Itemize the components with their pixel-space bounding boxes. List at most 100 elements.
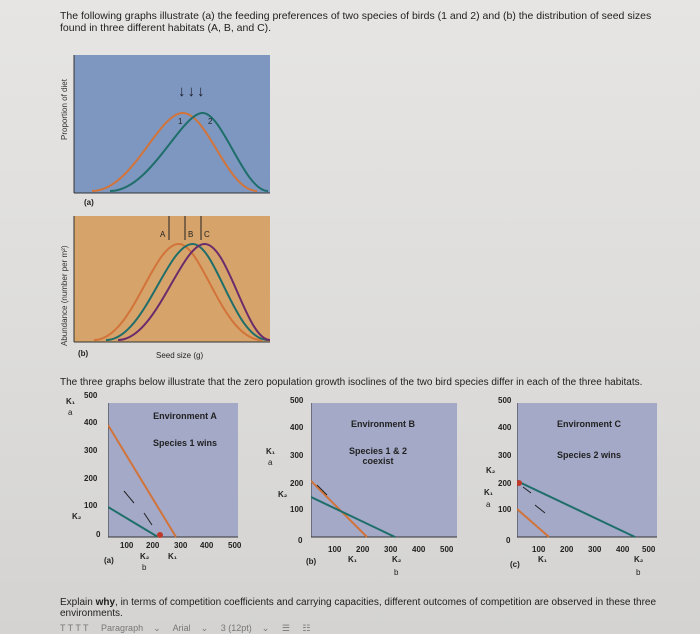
intro-text: The following graphs illustrate (a) the …	[60, 10, 652, 34]
diet-graph-bg	[74, 55, 270, 193]
env-b-panel-label: (b)	[306, 557, 317, 566]
env-b-b-xlabel: b	[394, 568, 399, 577]
env-c-ytick-0: 0	[506, 536, 511, 545]
middle-text: The three graphs below illustrate that t…	[60, 377, 643, 388]
numbered-list-icon[interactable]: ☷	[302, 623, 311, 633]
habitat-label-a: A	[160, 230, 166, 239]
question-prefix: Explain	[60, 597, 96, 608]
env-c-ytick-100: 100	[498, 505, 512, 514]
env-c-xtick-500: 500	[642, 545, 656, 554]
env-a-xtick-400: 400	[200, 541, 214, 550]
abundance-graph	[73, 216, 271, 343]
env-b-title: Environment B	[350, 419, 415, 429]
env-b-xtick-500: 500	[440, 545, 454, 554]
env-a-k2-ylabel: K₂	[72, 512, 82, 521]
curve-label-2: 2	[208, 117, 213, 126]
env-c-ytick-500: 500	[498, 396, 512, 405]
env-b-vector-arrow	[316, 484, 328, 496]
seed-size-xlabel: Seed size (g)	[156, 351, 204, 360]
env-a-ytick-0: 0	[96, 530, 101, 539]
env-a-isocline-species-1	[108, 424, 177, 538]
env-a-xtick-300: 300	[174, 541, 188, 550]
env-c-ytick-400: 400	[498, 423, 512, 432]
env-a-equilibrium-point	[157, 532, 163, 538]
panel-a-label: (a)	[84, 198, 94, 207]
env-c-k1-ylabel: K₁	[484, 488, 494, 497]
habitat-a-curve	[93, 242, 263, 341]
env-a-xtick-100: 100	[120, 541, 134, 550]
diet-graph	[73, 55, 270, 194]
habitat-b-curve	[105, 242, 269, 341]
env-a-outcome: Species 1 wins	[152, 438, 218, 448]
env-a-k2-xlabel: K₂	[140, 552, 150, 561]
env-a-a-ylabel: a	[68, 408, 73, 417]
env-a-vector-arrow	[123, 490, 135, 504]
env-c-graph	[517, 403, 657, 538]
env-a-b-xlabel: b	[142, 563, 147, 572]
env-c-xtick-100: 100	[532, 545, 546, 554]
env-a-xtick-200: 200	[146, 541, 160, 550]
env-b-graph	[311, 403, 457, 538]
env-b-isocline-species-1	[311, 480, 368, 538]
env-c-xtick-400: 400	[616, 545, 630, 554]
env-c-k1-xlabel: K₁	[538, 555, 548, 564]
env-b-ytick-0: 0	[298, 536, 303, 545]
env-b-k1-ylabel: K₁	[266, 447, 276, 456]
env-a-ytick-100: 100	[84, 501, 98, 510]
env-a-isocline-species-2	[108, 506, 159, 538]
env-b-k2-ylabel: K₂	[278, 490, 288, 499]
env-b-ytick-200: 200	[290, 479, 304, 488]
env-b-isocline-species-2	[311, 496, 396, 538]
species-2-curve	[109, 111, 269, 192]
habitat-c-curve	[117, 242, 271, 341]
habitat-label-b: B	[188, 230, 194, 239]
chevron-down-icon[interactable]: ⌄	[153, 623, 161, 633]
chevron-down-icon[interactable]: ⌄	[261, 623, 270, 633]
env-b-xtick-300: 300	[384, 545, 398, 554]
abundance-graph-bg	[74, 216, 270, 342]
env-a-title: Environment A	[153, 411, 217, 421]
habitat-label-c: C	[204, 230, 210, 239]
env-c-k2-xlabel: K₂	[634, 555, 644, 564]
text-format-buttons[interactable]: T T T T	[60, 623, 89, 633]
env-c-ytick-200: 200	[498, 479, 512, 488]
env-c-panel-label: (c)	[510, 560, 520, 569]
env-a-k1-xlabel: K₁	[168, 552, 178, 561]
env-a-ytick-400: 400	[84, 418, 98, 427]
env-c-isocline-species-2	[517, 480, 636, 538]
env-b-ytick-400: 400	[290, 423, 304, 432]
panel-b-label: (b)	[78, 349, 89, 358]
env-c-vector-arrow-2	[534, 504, 546, 514]
bullet-list-icon[interactable]: ☰	[281, 623, 290, 633]
env-c-a-ylabel: a	[486, 500, 491, 509]
env-c-b-xlabel: b	[636, 568, 641, 577]
font-select[interactable]: Arial	[172, 623, 191, 633]
env-a-vector-arrow-2	[143, 512, 153, 526]
question-rest: , in terms of competition coefficients a…	[60, 597, 657, 619]
font-size-select[interactable]: 3 (12pt)	[220, 623, 252, 633]
arrows-icon: ↓↓↓	[178, 83, 207, 100]
env-a-bg	[108, 403, 238, 537]
env-b-k1-xlabel: K₁	[348, 555, 358, 564]
env-c-isocline-species-1	[517, 508, 550, 538]
env-a-graph	[108, 403, 238, 538]
env-b-xtick-100: 100	[328, 545, 342, 554]
chevron-down-icon[interactable]: ⌄	[200, 623, 209, 633]
editor-toolbar: T T T T Paragraph ⌄ Arial ⌄ 3 (12pt) ⌄ ☰ ☷	[60, 623, 700, 634]
env-a-ytick-200: 200	[84, 474, 98, 483]
abundance-ylabel: Abundance (number per m²)	[60, 245, 69, 347]
env-a-panel-label: (a)	[104, 556, 114, 565]
question-emphasis: why	[95, 597, 116, 608]
env-b-a-ylabel: a	[268, 458, 273, 467]
env-c-equilibrium-point	[517, 480, 522, 486]
env-b-xtick-400: 400	[412, 545, 426, 554]
env-c-xtick-300: 300	[588, 545, 602, 554]
env-c-vector-arrow	[522, 486, 532, 494]
env-b-outcome: Species 1 & 2 coexist	[348, 446, 408, 466]
env-b-ytick-100: 100	[290, 505, 304, 514]
env-b-xtick-200: 200	[356, 545, 370, 554]
paragraph-select[interactable]: Paragraph	[101, 623, 144, 633]
env-b-ytick-500: 500	[290, 396, 304, 405]
question-text: Explain why, in terms of competition coe…	[60, 597, 680, 619]
